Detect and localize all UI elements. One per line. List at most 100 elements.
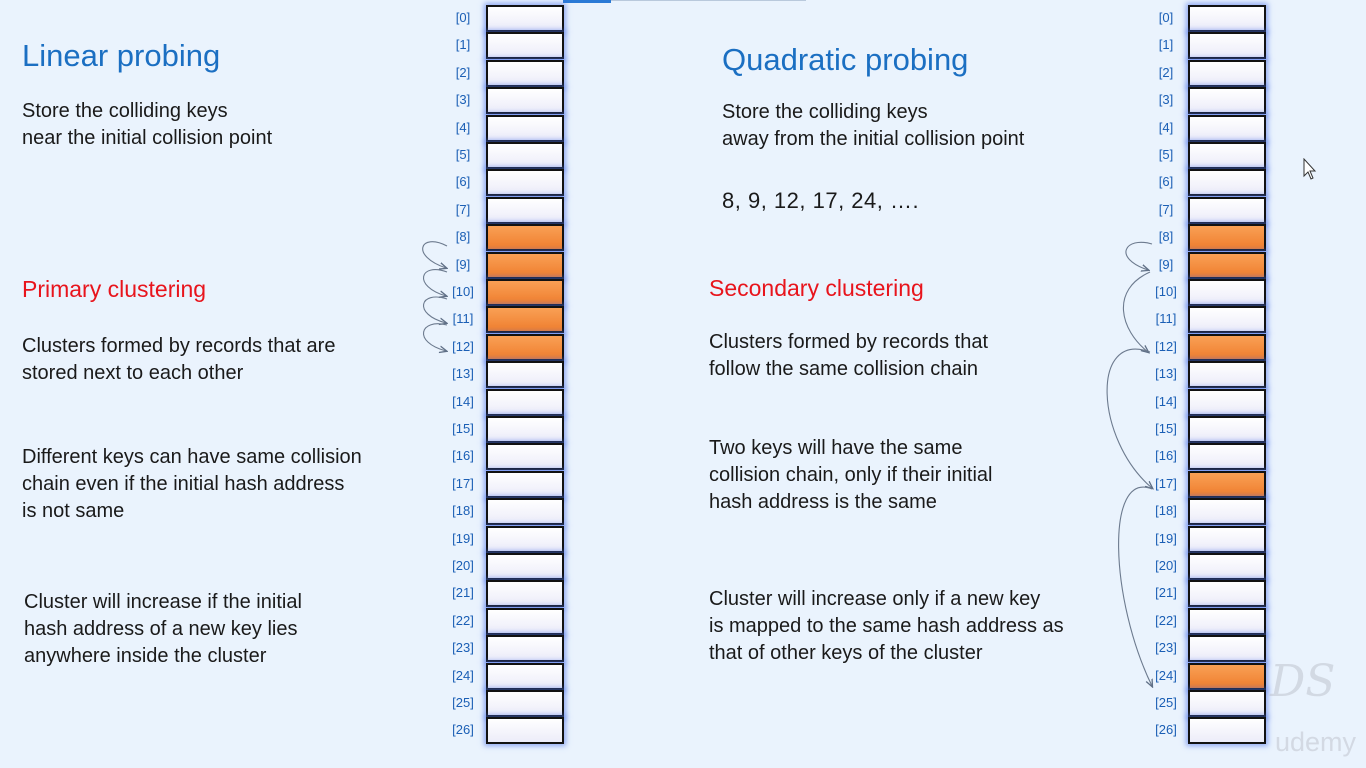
secondary-clustering-point-two: Two keys will have the same collision ch…: [709, 437, 993, 513]
secondary-clustering-title: Secondary clustering: [709, 275, 924, 301]
left-table-slot-14: [486, 388, 564, 416]
right-table-slot-18: [1188, 498, 1266, 526]
right-table-slot-1: [1188, 32, 1266, 60]
probe-sequence: 8, 9, 12, 17, 24, ….: [722, 188, 920, 213]
right-table-index-21: [21]: [1155, 585, 1177, 601]
left-table-slot-3: [486, 87, 564, 115]
left-table-slot-19: [486, 525, 564, 553]
right-table-slot-9: [1188, 251, 1266, 279]
left-table-slot-23: [486, 635, 564, 663]
right-table-index-2: [2]: [1158, 64, 1174, 80]
right-table-slot-16: [1188, 443, 1266, 471]
right-table-slot-3: [1188, 87, 1266, 115]
primary-clustering-point-two: Different keys can have same collision c…: [22, 446, 362, 522]
right-table-index-17: [17]: [1155, 475, 1177, 491]
left-table-slot-0: [486, 5, 564, 32]
left-table-index-1: [1]: [455, 37, 471, 53]
right-table-index-14: [14]: [1155, 393, 1177, 409]
left-table-slot-5: [486, 142, 564, 169]
right-table-index-9: [9]: [1158, 256, 1174, 272]
right-table-slot-12: [1188, 333, 1266, 361]
left-table-slot-6: [486, 169, 564, 197]
left-table-slot-10: [486, 279, 564, 306]
left-table-slot-25: [486, 690, 564, 717]
linear-probing-title: Linear probing: [22, 38, 221, 73]
right-table-slot-2: [1188, 59, 1266, 87]
right-table-index-3: [3]: [1158, 92, 1174, 108]
right-table-slot-26: [1188, 717, 1266, 745]
right-table-index-15: [15]: [1155, 421, 1177, 436]
left-table-index-12: [12]: [452, 338, 474, 354]
left-table-index-15: [15]: [452, 421, 474, 436]
left-table-index-5: [5]: [455, 147, 471, 162]
right-table-slot-25: [1188, 690, 1266, 717]
left-table-slot-11: [486, 306, 564, 334]
right-table-index-26: [26]: [1155, 722, 1177, 738]
secondary-clustering-description: Clusters formed by records that follow t…: [709, 331, 988, 380]
quadratic-probing-description: Store the colliding keys away from the i…: [722, 101, 1025, 150]
left-table-index-22: [22]: [452, 612, 474, 628]
left-table-index-21: [21]: [452, 585, 474, 601]
left-table-slot-15: [486, 416, 564, 443]
right-table-index-19: [19]: [1155, 530, 1177, 546]
right-table-slot-0: [1188, 5, 1266, 32]
left-table-index-20: [20]: [452, 558, 474, 573]
left-table-index-7: [7]: [455, 201, 471, 217]
left-table-slot-21: [486, 580, 564, 608]
left-table-slot-17: [486, 470, 564, 498]
left-table-index-3: [3]: [455, 92, 471, 108]
primary-clustering-description: Clusters formed by records that are stor…: [22, 335, 336, 384]
left-table-slot-20: [486, 553, 564, 580]
left-table-index-23: [23]: [452, 640, 474, 656]
right-table-index-6: [6]: [1158, 174, 1174, 190]
right-table-slot-19: [1188, 525, 1266, 553]
right-table-slot-24: [1188, 662, 1266, 690]
left-table-slot-18: [486, 498, 564, 526]
left-table-slot-1: [486, 32, 564, 60]
left-table-slot-2: [486, 59, 564, 87]
right-table-slot-21: [1188, 580, 1266, 608]
right-table-slot-11: [1188, 306, 1266, 334]
progress-indicator: [563, 0, 611, 3]
left-table-slot-12: [486, 333, 564, 361]
left-table-index-2: [2]: [455, 64, 471, 80]
left-table-index-14: [14]: [452, 393, 474, 409]
primary-clustering-point-three: Cluster will increase if the initial has…: [24, 591, 302, 667]
secondary-clustering-point-three: Cluster will increase only if a new key …: [709, 588, 1064, 664]
right-table-slot-13: [1188, 361, 1266, 389]
left-table-slot-13: [486, 361, 564, 389]
ds-logo-watermark: DS: [1270, 656, 1336, 707]
left-table-index-9: [9]: [455, 256, 471, 272]
left-table-index-25: [25]: [452, 695, 474, 710]
right-table-index-25: [25]: [1155, 695, 1177, 710]
right-table-slot-15: [1188, 416, 1266, 443]
right-table-index-0: [0]: [1158, 10, 1174, 25]
left-table-slot-16: [486, 443, 564, 471]
primary-clustering-title: Primary clustering: [22, 276, 207, 302]
left-table-slot-26: [486, 717, 564, 745]
left-table-slot-22: [486, 607, 564, 635]
right-table-slot-10: [1188, 279, 1266, 306]
linear-probing-description: Store the colliding keys near the initia…: [22, 100, 273, 149]
right-table-index-24: [24]: [1155, 667, 1177, 683]
right-table-slot-22: [1188, 607, 1266, 635]
right-table-slot-17: [1188, 470, 1266, 498]
left-table-slot-7: [486, 196, 564, 224]
right-table-index-23: [23]: [1155, 640, 1177, 656]
right-table-index-1: [1]: [1158, 37, 1174, 53]
left-table-index-18: [18]: [452, 503, 474, 519]
right-table-index-7: [7]: [1158, 201, 1174, 217]
right-table-slot-8: [1188, 224, 1266, 252]
right-table-slot-6: [1188, 169, 1266, 197]
left-table-index-19: [19]: [452, 530, 474, 546]
right-table-index-11: [11]: [1155, 311, 1177, 327]
left-table-index-13: [13]: [452, 366, 474, 382]
right-table-slot-4: [1188, 114, 1266, 142]
right-table-slot-5: [1188, 142, 1266, 169]
right-table-index-13: [13]: [1155, 366, 1177, 382]
right-table-index-8: [8]: [1158, 229, 1174, 245]
right-table-index-10: [10]: [1155, 284, 1177, 299]
quadratic-probing-title: Quadratic probing: [722, 42, 969, 77]
right-table-index-16: [16]: [1155, 448, 1177, 464]
right-table-index-4: [4]: [1158, 119, 1174, 135]
